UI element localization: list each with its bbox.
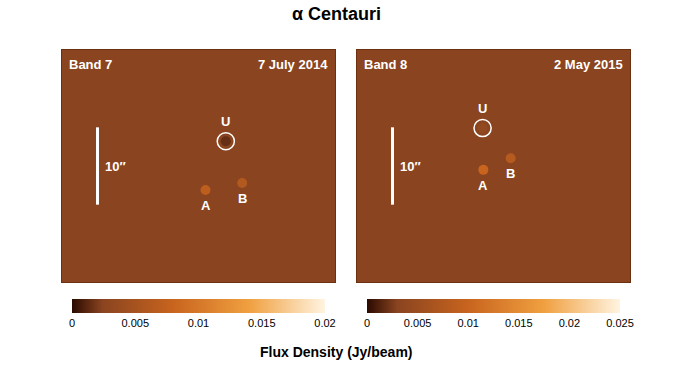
svg-text:0.02: 0.02 xyxy=(559,317,580,329)
svg-text:Band 7: Band 7 xyxy=(69,57,112,72)
svg-text:A: A xyxy=(478,178,488,193)
svg-text:2 May 2015: 2 May 2015 xyxy=(554,57,623,72)
svg-text:α Centauri: α Centauri xyxy=(292,4,381,24)
svg-text:0.01: 0.01 xyxy=(188,317,209,329)
svg-text:10″: 10″ xyxy=(105,159,126,174)
svg-text:Flux Density (Jy/beam): Flux Density (Jy/beam) xyxy=(260,344,413,360)
svg-text:B: B xyxy=(238,191,247,206)
svg-text:0.005: 0.005 xyxy=(121,317,149,329)
svg-text:7 July 2014: 7 July 2014 xyxy=(258,57,328,72)
svg-text:0.025: 0.025 xyxy=(606,317,634,329)
svg-text:0: 0 xyxy=(364,317,370,329)
svg-text:0.02: 0.02 xyxy=(314,317,335,329)
svg-text:U: U xyxy=(478,101,487,116)
svg-text:0: 0 xyxy=(69,317,75,329)
svg-text:0.015: 0.015 xyxy=(248,317,276,329)
svg-text:Band 8: Band 8 xyxy=(364,57,407,72)
svg-text:10″: 10″ xyxy=(400,159,421,174)
svg-text:B: B xyxy=(506,166,515,181)
svg-text:U: U xyxy=(221,114,230,129)
svg-text:A: A xyxy=(201,198,211,213)
svg-text:0.015: 0.015 xyxy=(505,317,533,329)
svg-text:0.01: 0.01 xyxy=(457,317,478,329)
svg-text:0.005: 0.005 xyxy=(404,317,432,329)
